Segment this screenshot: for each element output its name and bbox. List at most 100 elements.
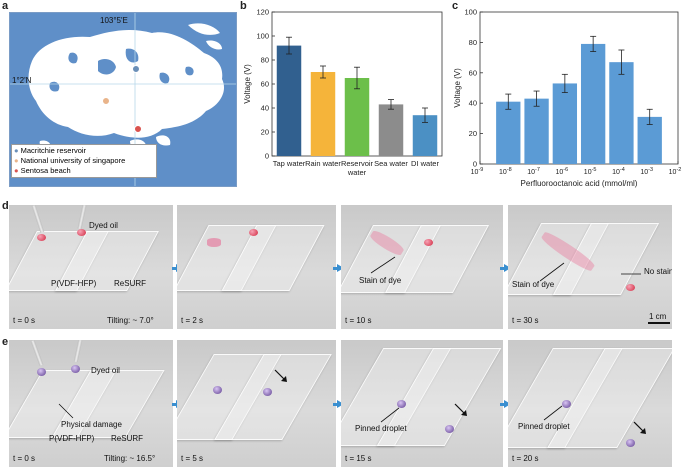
oil-droplet	[71, 365, 80, 373]
x-tick-label: Tap water	[273, 159, 306, 168]
time-label: t = 2 s	[181, 316, 204, 325]
x-tick-label: Sea water	[374, 159, 408, 168]
panel-label-c: c	[452, 0, 459, 12]
pfoa-voltage-bar-chart: 0 20 40 60 80 100 10-9 10-8 10-7 10-6 10-5 10-4 10-3…	[453, 8, 682, 189]
photo-e-1: t = 5 s	[177, 340, 336, 467]
y-tick-label: 120	[256, 8, 269, 17]
y-tick-label: 60	[261, 80, 269, 89]
y-tick-label: 80	[261, 56, 269, 65]
tilt-label: Tilting: ~ 16.5°	[104, 454, 156, 463]
leader-line	[380, 407, 400, 423]
x-tick-label: 10-2	[669, 167, 682, 176]
latitude-label: 1°2'N	[12, 76, 32, 85]
oil-droplet	[213, 386, 222, 394]
label-dyed-oil: Dyed oil	[91, 366, 120, 375]
photo-d-3: Stain of dye No stain 1 cm t = 30 s	[508, 205, 672, 329]
time-label: t = 0 s	[13, 316, 36, 325]
y-tick-label: 100	[464, 8, 477, 17]
scale-bar-label: 1 cm	[649, 312, 667, 321]
label-resurf: ReSURF	[114, 279, 147, 288]
time-label: t = 0 s	[13, 454, 36, 463]
arrow-icon	[333, 400, 344, 408]
photo-e-0: Dyed oil Physical damage P(VDF-HFP) ReSU…	[9, 340, 173, 467]
photo-e-3: Pinned droplet t = 20 s	[508, 340, 672, 467]
singapore-map: 103°5'E 1°2'N ● Macritchie reservoir ● N…	[9, 12, 237, 187]
pipette-icon	[73, 340, 83, 363]
arrow-icon	[333, 264, 344, 272]
oil-droplet	[263, 388, 272, 396]
arrow-icon	[274, 369, 287, 382]
oil-droplet	[397, 400, 406, 408]
x-tick-label: 10-7	[527, 167, 540, 176]
y-tick-label: 60	[469, 68, 477, 77]
y-tick-label: 80	[469, 38, 477, 47]
x-tick-label: DI water	[411, 159, 439, 168]
legend-item-nus: ● National university of singapore	[14, 156, 126, 165]
arrow-icon	[633, 421, 646, 434]
leader-line	[539, 262, 565, 282]
x-tick-label: 10-3	[640, 167, 653, 176]
photo-d-0: Dyed oil P(VDF-HFP) ReSURF t = 0 s Tilti…	[9, 205, 173, 329]
arrow-icon	[500, 400, 511, 408]
y-tick-label: 40	[261, 104, 269, 113]
oil-droplet	[249, 229, 258, 236]
bar	[496, 101, 521, 164]
y-tick-label: 20	[261, 128, 269, 137]
x-tick-label: 10-4	[612, 167, 625, 176]
map-legend: ● Macritchie reservoir ● National univer…	[11, 144, 157, 178]
leader-line	[370, 256, 396, 274]
x-tick-label: 10-5	[584, 167, 597, 176]
label-dyed-oil: Dyed oil	[89, 221, 118, 230]
y-tick-label: 0	[473, 160, 477, 169]
x-tick-label: Rain water	[305, 159, 341, 168]
y-axis-label: Voltage (V)	[453, 68, 462, 108]
label-stain-of-dye: Stain of dye	[359, 276, 402, 285]
label-pvdf-hfp: P(VDF-HFP)	[51, 279, 97, 288]
label-no-stain: No stain	[644, 267, 672, 276]
panel-label-b: b	[240, 0, 247, 12]
tilt-label: Tilting: ~ 7.0°	[107, 316, 154, 325]
oil-stain	[207, 238, 221, 247]
panel-label-a: a	[2, 0, 9, 12]
marker-macritchie	[132, 65, 140, 73]
bar	[310, 72, 336, 156]
label-resurf: ReSURF	[111, 434, 144, 443]
longitude-label: 103°5'E	[100, 16, 128, 25]
leader-line	[58, 403, 74, 419]
pipette-icon	[31, 205, 45, 233]
bar	[609, 62, 634, 164]
oil-droplet	[562, 400, 571, 408]
label-pinned-droplet: Pinned droplet	[355, 424, 407, 433]
oil-droplet	[77, 229, 86, 236]
time-label: t = 30 s	[512, 316, 539, 325]
pipette-icon	[77, 205, 87, 230]
time-label: t = 10 s	[345, 316, 372, 325]
time-label: t = 5 s	[181, 454, 204, 463]
plot-frame	[479, 11, 679, 165]
pipette-icon	[30, 340, 44, 366]
map-graphic	[10, 13, 236, 186]
time-label: t = 20 s	[512, 454, 539, 463]
bar	[552, 83, 578, 164]
y-axis-label: Voltage (V)	[243, 64, 252, 104]
oil-droplet	[424, 239, 433, 246]
leader-line	[543, 405, 563, 421]
panel-label-e: e	[2, 336, 9, 348]
oil-droplet	[626, 284, 635, 291]
bar	[344, 78, 370, 156]
x-tick-label: 10-6	[556, 167, 569, 176]
y-tick-label: 20	[469, 129, 477, 138]
pin-icon: ●	[14, 146, 19, 155]
label-physical-damage: Physical damage	[61, 420, 122, 429]
x-tick-label: 10-9	[471, 167, 484, 176]
label-stain-of-dye: Stain of dye	[512, 280, 555, 289]
water-voltage-bar-chart: 0 20 40 60 80 100 120 Tap water Rain water Reserv…	[243, 8, 443, 177]
panel-label-d: d	[2, 200, 9, 212]
arrow-icon	[500, 264, 511, 272]
oil-droplet	[37, 234, 46, 241]
marker-sentosa	[134, 125, 142, 133]
legend-item-macritchie: ● Macritchie reservoir	[14, 146, 87, 155]
y-tick-label: 0	[265, 152, 269, 161]
arrow-icon	[454, 403, 467, 416]
bar	[524, 98, 549, 164]
